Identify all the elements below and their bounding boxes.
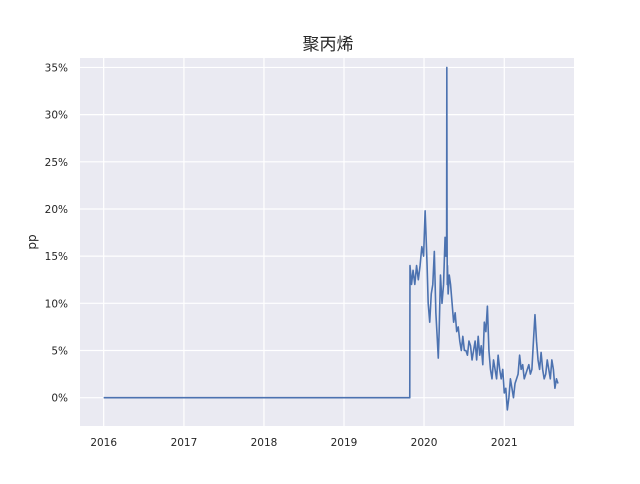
y-gridlines	[80, 66, 574, 399]
y-tick-label: 25%	[45, 157, 68, 169]
x-tick-label: 2016	[90, 437, 117, 449]
y-tick-label: 15%	[45, 251, 68, 263]
y-tick-label: 0%	[51, 393, 68, 405]
chart-title: 聚丙烯	[303, 35, 354, 55]
y-tick-label: 35%	[45, 62, 68, 74]
series-line-0	[103, 66, 559, 411]
x-tick-label: 2021	[491, 437, 518, 449]
x-tick-label: 2019	[331, 437, 358, 449]
y-tick-label: 20%	[45, 204, 68, 216]
y-tick-labels: 0% 5% 10% 15% 20% 25% 30% 35%	[45, 62, 68, 404]
y-axis-label: pp	[25, 234, 39, 249]
x-tick-label: 2020	[411, 437, 438, 449]
series-layer	[103, 66, 559, 411]
y-tick-label: 10%	[45, 298, 68, 310]
plot-area	[80, 58, 574, 426]
y-tick-label: 30%	[45, 110, 68, 122]
x-tick-labels: 2016 2017 2018 2019 2020 2021	[90, 437, 517, 449]
y-tick-label: 5%	[51, 346, 68, 358]
x-tick-label: 2017	[171, 437, 198, 449]
x-gridlines	[103, 58, 505, 426]
x-tick-label: 2018	[251, 437, 278, 449]
